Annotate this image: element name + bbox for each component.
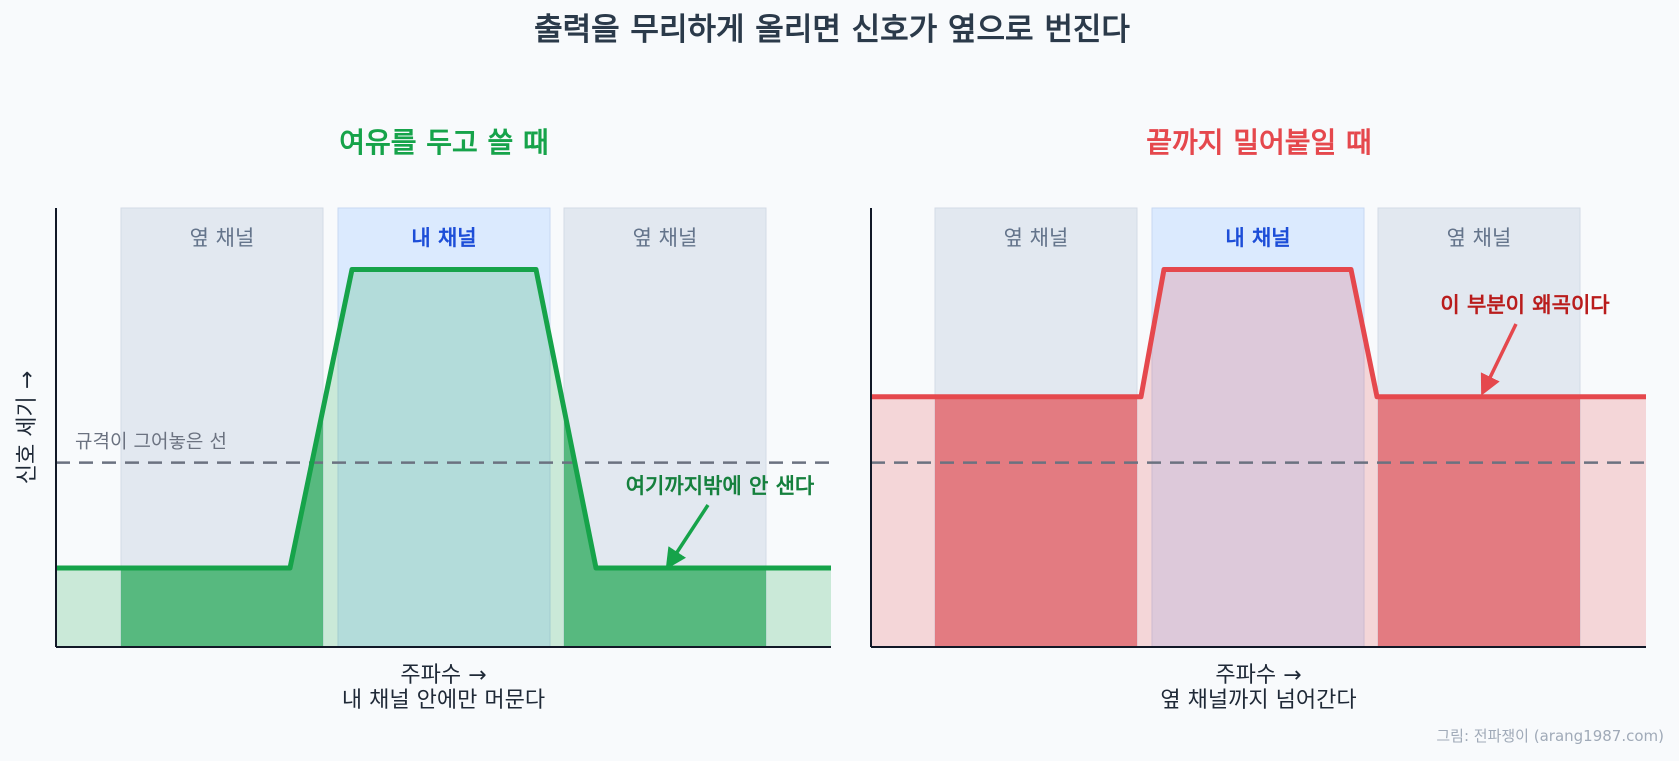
x-axis-label: 주파수 →	[1215, 663, 1301, 688]
signal-line	[56, 266, 831, 571]
panel-title: 여유를 두고 쓸 때	[339, 126, 549, 159]
x-axis-caption: 내 채널 안에만 머문다	[342, 688, 545, 713]
adjacent-channel-label: 옆 채널	[1447, 226, 1512, 250]
annotation-arrow	[665, 504, 710, 570]
my-channel-band	[337, 207, 551, 648]
limit-line-label: 규격이 그어놓은 선	[75, 431, 227, 453]
credit-text: 그림: 전파쟁이 (arang1987.com)	[1436, 727, 1664, 745]
x-axis-caption: 옆 채널까지 넘어간다	[1160, 688, 1356, 713]
y-axis-label: 신호 세기 →	[15, 371, 40, 484]
adjacent-channel-label: 옆 채널	[190, 226, 255, 250]
my-channel-label: 내 채널	[411, 226, 476, 250]
signal-line	[871, 266, 1646, 400]
annotation-text: 이 부분이 왜곡이다	[1440, 293, 1610, 317]
annotation-arrow	[1480, 323, 1518, 396]
signal-area-fill	[56, 269, 831, 647]
panel-title: 끝까지 밀어붙일 때	[1146, 126, 1372, 159]
adjacent-channel-label: 옆 채널	[1004, 226, 1069, 250]
main-title: 출력을 무리하게 올리면 신호가 옆으로 번진다	[534, 12, 1130, 48]
annotation-text: 여기까지밖에 안 샌다	[626, 474, 815, 498]
my-channel-band	[1151, 207, 1365, 648]
my-channel-label: 내 채널	[1225, 226, 1290, 250]
adjacent-channel-label: 옆 채널	[633, 226, 698, 250]
x-axis-label: 주파수 →	[400, 663, 486, 688]
